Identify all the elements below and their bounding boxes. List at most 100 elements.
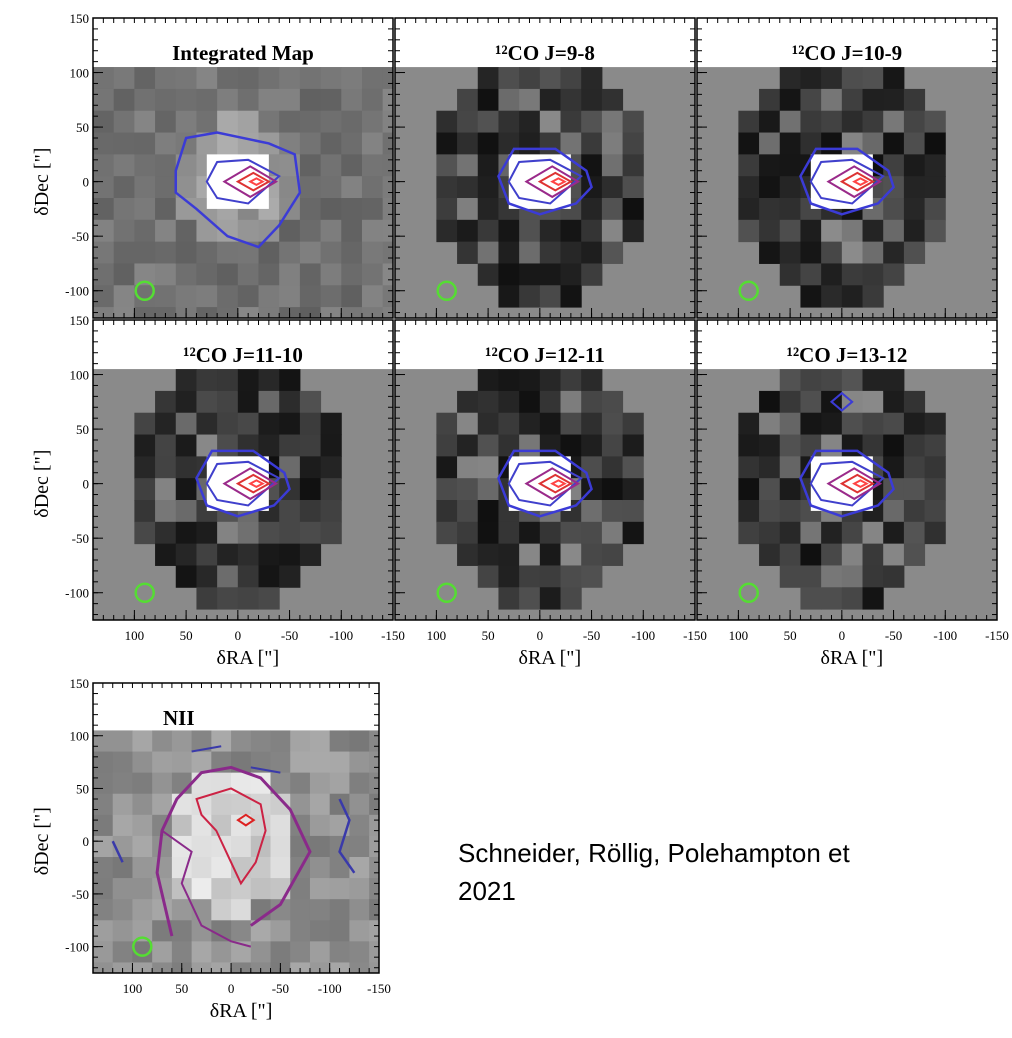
map-cell (93, 242, 114, 264)
map-cell (581, 263, 602, 285)
map-cell (904, 111, 925, 133)
map-cell (134, 220, 155, 242)
map-cell (217, 369, 238, 391)
map-cell (211, 899, 231, 921)
map-cell (561, 435, 582, 457)
map-cell (842, 369, 863, 391)
map-cell (498, 111, 519, 133)
map-cell (540, 413, 561, 435)
map-cell (196, 391, 217, 413)
map-cell (925, 500, 946, 522)
map-cell (457, 478, 478, 500)
map-cell (478, 369, 499, 391)
map-cell (310, 857, 330, 879)
map-cell (904, 198, 925, 220)
map-cell (602, 478, 623, 500)
map-cell (349, 730, 369, 752)
map-cell (581, 522, 602, 544)
map-cell (238, 67, 259, 89)
map-cell (217, 544, 238, 566)
map-cell (863, 435, 884, 457)
map-cell (231, 899, 251, 921)
map-cell (436, 413, 457, 435)
map-cell (134, 478, 155, 500)
map-cell (623, 220, 644, 242)
map-cell (172, 773, 192, 795)
map-cell (842, 413, 863, 435)
map-cell (863, 544, 884, 566)
map-cell (759, 500, 780, 522)
map-cell (172, 920, 192, 942)
map-cell (172, 941, 192, 963)
map-cell (561, 133, 582, 155)
map-cell (259, 435, 280, 457)
map-cell (196, 544, 217, 566)
map-cell (821, 111, 842, 133)
map-cell (519, 435, 540, 457)
map-cell (114, 111, 135, 133)
map-cell (238, 369, 259, 391)
map-cell (863, 522, 884, 544)
map-cell (93, 920, 113, 942)
map-cell (863, 369, 884, 391)
map-cell (925, 522, 946, 544)
map-cell (172, 752, 192, 774)
map-cell (341, 67, 362, 89)
map-cell (134, 435, 155, 457)
map-cell (842, 89, 863, 111)
map-cell (863, 391, 884, 413)
map-cell (602, 198, 623, 220)
map-cell (321, 456, 342, 478)
map-cell (251, 878, 271, 900)
map-cell (759, 198, 780, 220)
map-cell (290, 773, 310, 795)
map-cell (800, 67, 821, 89)
x-axis-label: δRA ["] (821, 647, 884, 669)
map-cell (925, 176, 946, 198)
map-cell (330, 941, 350, 963)
map-cell (321, 500, 342, 522)
map-cell (436, 500, 457, 522)
map-cell (132, 878, 152, 900)
map-cell (883, 522, 904, 544)
map-cell (842, 220, 863, 242)
x-tick-label: -150 (381, 628, 405, 643)
map-cell (540, 544, 561, 566)
map-cell (540, 67, 561, 89)
map-cell (238, 522, 259, 544)
map-cell (759, 391, 780, 413)
map-cell (498, 133, 519, 155)
map-cell (478, 413, 499, 435)
map (93, 683, 389, 984)
map-cell (114, 285, 135, 307)
map-cell (259, 263, 280, 285)
map-cell (623, 522, 644, 544)
map-cell (457, 154, 478, 176)
map-cell (519, 89, 540, 111)
map-cell (300, 413, 321, 435)
x-tick-label: 50 (180, 628, 193, 643)
map-cell (904, 435, 925, 457)
map-cell (114, 89, 135, 111)
map-cell (519, 413, 540, 435)
map-cell (519, 67, 540, 89)
map-cell (114, 198, 135, 220)
map-cell (478, 176, 499, 198)
y-tick-label: 50 (76, 781, 89, 796)
map-cell (759, 413, 780, 435)
map-cell (279, 67, 300, 89)
map-cell (279, 89, 300, 111)
map-cell (842, 67, 863, 89)
map-cell (300, 435, 321, 457)
map-cell (457, 111, 478, 133)
map-cell (290, 920, 310, 942)
map-cell (290, 752, 310, 774)
map-cell (93, 198, 114, 220)
map-cell (498, 89, 519, 111)
map-cell (457, 391, 478, 413)
map-cell (271, 815, 291, 837)
map-cell (238, 220, 259, 242)
map-cell (883, 111, 904, 133)
map-cell (780, 154, 801, 176)
map-cell (883, 391, 904, 413)
